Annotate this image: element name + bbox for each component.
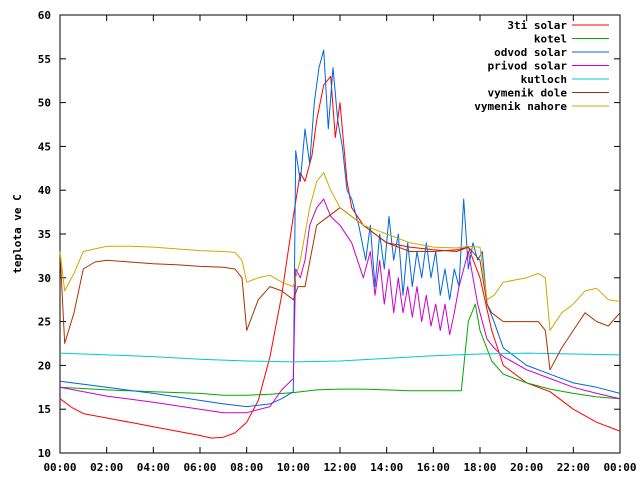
x-tick-label: 18:00 <box>463 461 496 474</box>
x-tick-label: 02:00 <box>90 461 123 474</box>
series-line-vymenik-dole <box>59 207 621 371</box>
x-tick-label: 22:00 <box>557 461 590 474</box>
y-tick-label: 60 <box>38 9 51 22</box>
y-axis-label: teplota ve C <box>11 194 24 273</box>
y-tick-label: 40 <box>38 184 51 197</box>
series-line-kotel <box>59 303 621 400</box>
legend-label: privod solar <box>488 60 568 73</box>
y-axis-ticks: 10 15 20 25 30 35 40 45 50 55 60 <box>38 9 620 460</box>
x-tick-label: 04:00 <box>137 461 170 474</box>
y-tick-label: 10 <box>38 447 51 460</box>
x-tick-label: 08:00 <box>230 461 263 474</box>
x-tick-label: 00:00 <box>603 461 636 474</box>
legend-label: kotel <box>534 33 567 46</box>
y-tick-label: 15 <box>38 403 51 416</box>
y-tick-label: 45 <box>38 140 51 153</box>
x-tick-label: 06:00 <box>183 461 216 474</box>
series-line-kutloch <box>59 352 621 363</box>
x-tick-label: 20:00 <box>510 461 543 474</box>
y-tick-label: 25 <box>38 316 51 329</box>
legend-label: vymenik nahore <box>474 100 567 113</box>
x-tick-label: 12:00 <box>323 461 356 474</box>
series-line-odvod-solar <box>59 49 621 408</box>
series-lines <box>59 49 621 439</box>
legend-label: kutloch <box>521 73 567 86</box>
legend-label: 3ti solar <box>507 19 567 32</box>
x-tick-label: 16:00 <box>417 461 450 474</box>
y-tick-label: 55 <box>38 53 51 66</box>
series-line-3ti-solar <box>59 75 621 439</box>
series-line-vymenik-nahore <box>59 172 621 331</box>
y-tick-label: 20 <box>38 359 51 372</box>
legend-label: vymenik dole <box>488 87 568 100</box>
legend-label: odvod solar <box>494 46 567 59</box>
x-tick-label: 00:00 <box>43 461 76 474</box>
x-axis-ticks: 00:00 02:00 04:00 06:00 08:00 10:00 12:00 14:00… <box>43 15 637 474</box>
series-line-privod-solar <box>59 198 621 414</box>
y-tick-label: 35 <box>38 228 51 241</box>
y-tick-label: 50 <box>38 97 51 110</box>
y-tick-label: 30 <box>38 272 51 285</box>
x-tick-label: 10:00 <box>277 461 310 474</box>
x-tick-label: 14:00 <box>370 461 403 474</box>
